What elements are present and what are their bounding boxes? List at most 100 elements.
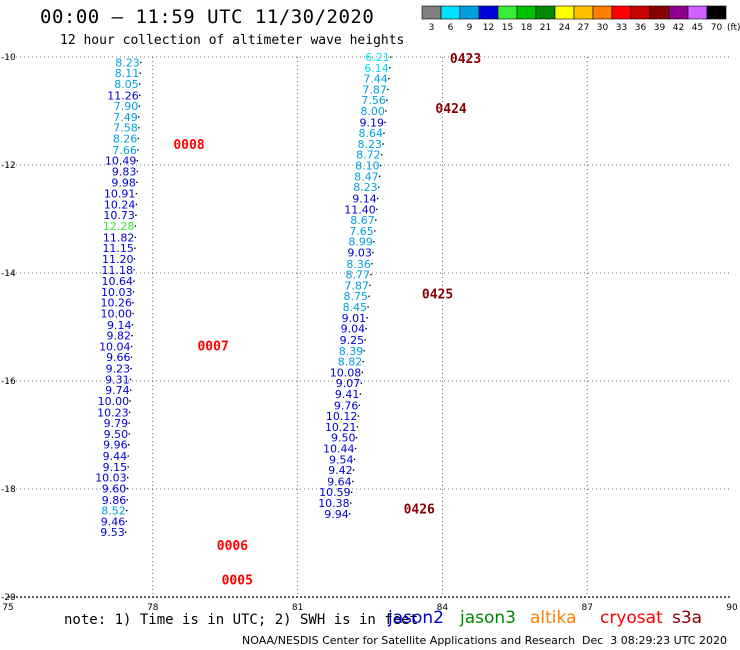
data-point	[129, 400, 131, 402]
data-point	[375, 208, 378, 211]
pass-number-label: 0425	[422, 288, 453, 303]
data-point	[131, 324, 134, 326]
data-point-value: 8.26	[113, 133, 138, 146]
data-point	[373, 240, 375, 243]
generated-timestamp: Dec 3 08:29:23 UTC 2020	[582, 634, 727, 647]
data-point	[127, 466, 129, 468]
mission-s3a: s3a	[672, 608, 703, 628]
data-point	[358, 404, 361, 407]
data-point-value: 7.87	[362, 83, 387, 96]
data-point	[353, 458, 356, 461]
data-point-value: 9.31	[105, 373, 130, 386]
data-point-value: 6.14	[364, 62, 389, 75]
credit-text: NOAA/NESDIS Center for Satellite Applica…	[242, 634, 576, 647]
data-point-value: 11.18	[101, 264, 133, 277]
data-point	[367, 306, 369, 308]
data-point	[382, 143, 384, 145]
colorbar-tick-label: 18	[521, 23, 533, 33]
data-point	[126, 476, 129, 479]
data-point	[133, 280, 135, 282]
colorbar-swatch	[459, 5, 480, 20]
colorbar-tick-label: 70	[711, 23, 723, 33]
colorbar-tick-label: 3	[429, 23, 435, 33]
data-point-value: 8.64	[358, 127, 383, 140]
colorbar-tick-label: 12	[483, 23, 494, 33]
data-point	[370, 273, 372, 276]
data-point-value: 7.44	[363, 73, 388, 86]
data-point-value: 12.28	[103, 220, 135, 233]
y-tick-label: -14	[1, 269, 16, 279]
y-tick-label: -20	[1, 593, 16, 603]
data-point	[386, 99, 388, 101]
x-tick-label: 78	[147, 603, 159, 613]
x-tick-label: 84	[437, 603, 449, 613]
data-point	[125, 509, 128, 512]
data-point-value: 8.82	[338, 356, 363, 369]
data-point	[369, 284, 371, 287]
data-point	[354, 447, 357, 450]
data-point	[357, 415, 360, 417]
axis-ticks: 75 78 81 84 87 90 -10 -12 -14 -16 -18 -20	[1, 53, 738, 613]
data-point	[360, 382, 363, 384]
colorbar-swatch	[478, 5, 499, 20]
data-point-value: 8.00	[360, 105, 385, 118]
data-point-value: 9.82	[107, 330, 132, 343]
data-point-value: 8.05	[114, 78, 139, 91]
colorbar-tick-label: 36	[635, 23, 647, 33]
data-point	[130, 367, 132, 370]
data-point	[383, 132, 385, 134]
colorbar-swatch	[687, 5, 708, 20]
data-point-value: 10.23	[97, 406, 129, 419]
y-tick-label: -10	[1, 53, 16, 63]
data-point-value: 10.26	[101, 297, 133, 310]
data-point-value: 8.11	[115, 67, 140, 80]
data-point	[379, 164, 382, 167]
data-point-value: 9.66	[106, 351, 131, 364]
data-point	[136, 159, 139, 162]
data-point	[384, 121, 386, 124]
data-point-value: 9.41	[335, 388, 360, 401]
data-point-value: 9.83	[112, 165, 137, 178]
data-point-value: 8.36	[346, 258, 371, 271]
data-point	[127, 455, 129, 457]
data-point-value: 10.08	[330, 366, 362, 379]
data-point	[356, 426, 359, 428]
data-point-value: 8.52	[101, 505, 126, 518]
data-point	[348, 513, 351, 515]
data-point-value: 8.45	[343, 301, 368, 314]
pass-number-label: 0006	[217, 539, 248, 554]
data-point-value: 7.90	[114, 100, 139, 113]
colorbar-swatch	[630, 5, 651, 20]
colorbar-legend: 3 6 9 12 15 18 21 24 27 30 33 36 39 42 45 70 (ft)	[421, 5, 740, 33]
data-point	[135, 203, 138, 206]
colorbar-tick-label: 21	[540, 23, 551, 33]
data-point	[137, 137, 140, 140]
data-point-value: 9.79	[104, 417, 129, 430]
data-point-value: 9.96	[103, 439, 128, 452]
data-point	[129, 389, 132, 391]
chart-grid	[8, 56, 732, 598]
data-point-value: 11.40	[344, 203, 376, 216]
mission-jason2: jason2	[388, 608, 444, 628]
x-tick-label: 75	[2, 603, 13, 613]
data-point-value: 9.15	[103, 461, 128, 474]
data-point-value: 11.20	[102, 253, 134, 266]
data-point	[366, 317, 368, 319]
data-point	[362, 360, 365, 363]
data-point	[128, 433, 130, 435]
pass-number-label: 0008	[173, 138, 204, 153]
y-tick-label: -18	[1, 485, 16, 495]
colorbar-swatch	[440, 5, 461, 20]
data-point-value: 8.99	[348, 236, 373, 249]
data-point	[376, 197, 379, 200]
data-point	[387, 88, 389, 91]
data-point	[363, 349, 366, 352]
data-point	[136, 170, 139, 173]
data-point	[136, 181, 138, 184]
data-point-value: 8.10	[355, 160, 380, 173]
pass-number-label: 0007	[197, 339, 228, 354]
data-point	[139, 61, 142, 64]
data-point-value: 7.65	[349, 225, 374, 238]
chart-subtitle: 12 hour collection of altimeter wave hei…	[60, 33, 405, 48]
colorbar-tick-label: 45	[692, 23, 703, 33]
